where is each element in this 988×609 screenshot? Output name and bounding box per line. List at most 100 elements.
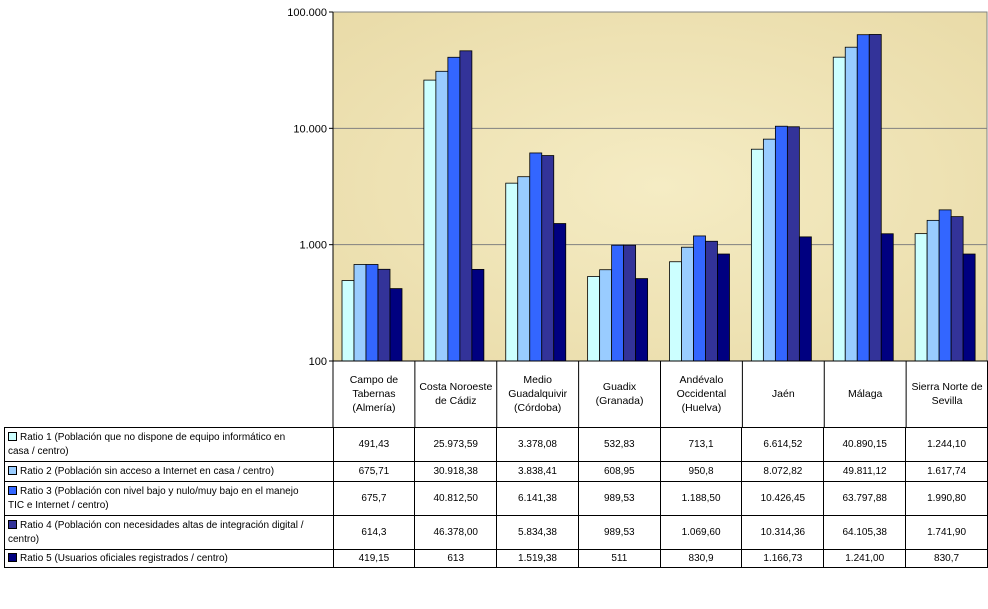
value-cell: 830,7 — [905, 549, 988, 568]
bar — [832, 56, 846, 362]
value-cell: 491,43 — [332, 427, 416, 462]
value-cell: 614,3 — [332, 515, 416, 550]
table-row: Ratio 2 (Población sin acceso a Internet… — [4, 461, 988, 482]
value-cell: 6.141,38 — [496, 481, 579, 516]
bar — [365, 264, 379, 362]
value-cell: 989,53 — [577, 515, 661, 550]
y-tick-labels: 100 1.000 10.000 100.000 — [287, 7, 333, 368]
series-name-text: Ratio 2 (Población sin acceso a Internet… — [20, 465, 275, 477]
value-cell: 1.244,10 — [905, 427, 988, 462]
value-cell: 8.072,82 — [741, 461, 825, 482]
category-label: Costa Noroeste de Cádiz — [419, 381, 493, 407]
bar — [423, 79, 437, 362]
value-cell: 40.890,15 — [823, 427, 907, 462]
value-cell: 1.069,60 — [659, 515, 743, 550]
value-cell: 532,83 — [577, 427, 661, 462]
bar — [353, 264, 367, 362]
value-cell: 419,15 — [332, 549, 416, 568]
series-name-text: TIC e Internet / centro) — [8, 499, 109, 511]
bar — [505, 182, 519, 362]
bar — [693, 235, 706, 362]
data-table: Ratio 1 (Población que no dispone de equ… — [4, 427, 988, 568]
bar — [844, 46, 858, 362]
bar — [868, 34, 882, 362]
series-name-cell: Ratio 4 (Población con necesidades altas… — [4, 515, 334, 550]
series-name-text: Ratio 4 (Población con necesidades altas… — [20, 519, 304, 531]
bar — [717, 253, 730, 362]
value-cell: 3.838,41 — [496, 461, 579, 482]
bar — [914, 233, 928, 362]
y-tick-label: 100.000 — [287, 7, 327, 19]
legend-swatch — [8, 519, 17, 529]
value-cell: 1.617,74 — [905, 461, 988, 482]
value-cell: 608,95 — [577, 461, 661, 482]
bar — [762, 138, 776, 362]
value-cell: 5.834,38 — [496, 515, 579, 550]
value-cell: 40.812,50 — [414, 481, 498, 516]
value-cell: 713,1 — [659, 427, 743, 462]
bar — [529, 152, 543, 362]
legend-swatch — [8, 552, 17, 562]
bar — [856, 34, 870, 362]
value-cell: 63.797,88 — [823, 481, 907, 516]
series-name-text: Ratio 1 (Población que no dispone de equ… — [20, 431, 286, 443]
value-cell: 10.314,36 — [741, 515, 825, 550]
bar — [471, 268, 485, 362]
bar — [553, 223, 567, 362]
category-label: Guadix (Granada) — [595, 381, 644, 407]
category-label: Andévalo Occidental (Huelva) — [676, 374, 727, 414]
value-cell: 3.378,08 — [496, 427, 579, 462]
table-row: Ratio 1 (Población que no dispone de equ… — [4, 427, 988, 462]
value-cell: 30.918,38 — [414, 461, 498, 482]
table-row: Ratio 4 (Población con necesidades altas… — [4, 515, 988, 550]
bar — [750, 148, 764, 362]
value-cell: 10.426,45 — [741, 481, 825, 516]
bar — [447, 56, 461, 362]
bar — [611, 244, 625, 362]
value-cell: 1.166,73 — [741, 549, 825, 568]
series-name-text: casa / centro) — [8, 445, 69, 457]
bar — [635, 278, 649, 362]
bar — [599, 269, 613, 362]
bar — [950, 216, 964, 362]
category-label: Medio Guadalquivir (Córdoba) — [508, 374, 568, 414]
series-name-text: Ratio 5 (Usuarios oficiales registrados … — [20, 552, 228, 564]
category-label: Jaén — [771, 388, 795, 400]
table-row: Ratio 5 (Usuarios oficiales registrados … — [4, 549, 988, 568]
bar — [681, 246, 694, 362]
category-label: Campo de Tabernas (Almería) — [349, 374, 399, 414]
value-cell: 675,71 — [332, 461, 416, 482]
value-cell: 675,7 — [332, 481, 416, 516]
value-cell: 6.614,52 — [741, 427, 825, 462]
value-cell: 1.741,90 — [905, 515, 988, 550]
bar — [962, 253, 976, 362]
category-label: Málaga — [847, 388, 883, 400]
category-label: Sierra Norte de Sevilla — [911, 381, 983, 407]
value-cell: 46.378,00 — [414, 515, 498, 550]
bar — [669, 261, 682, 362]
bar — [341, 280, 355, 362]
value-cell: 1.188,50 — [659, 481, 743, 516]
bar — [938, 209, 952, 362]
series-name-text: Ratio 3 (Población con nivel bajo y nulo… — [20, 485, 299, 497]
bar — [517, 176, 531, 362]
bar — [880, 233, 894, 362]
value-cell: 989,53 — [577, 481, 661, 516]
y-tick-label: 10.000 — [293, 123, 327, 135]
series-name-cell: Ratio 5 (Usuarios oficiales registrados … — [4, 549, 334, 568]
value-cell: 1.241,00 — [823, 549, 907, 568]
value-cell: 1.519,38 — [496, 549, 579, 568]
bar — [459, 50, 473, 362]
y-tick-label: 1.000 — [299, 240, 327, 252]
value-cell: 64.105,38 — [823, 515, 907, 550]
series-name-cell: Ratio 3 (Población con nivel bajo y nulo… — [4, 481, 334, 516]
bar — [389, 288, 403, 362]
table-row: Ratio 3 (Población con nivel bajo y nulo… — [4, 481, 988, 516]
bar — [435, 70, 449, 362]
legend-swatch — [8, 431, 17, 441]
bar — [926, 219, 940, 362]
bar — [377, 268, 391, 362]
bar — [705, 240, 718, 362]
bar — [786, 126, 800, 362]
legend-swatch — [8, 465, 17, 475]
